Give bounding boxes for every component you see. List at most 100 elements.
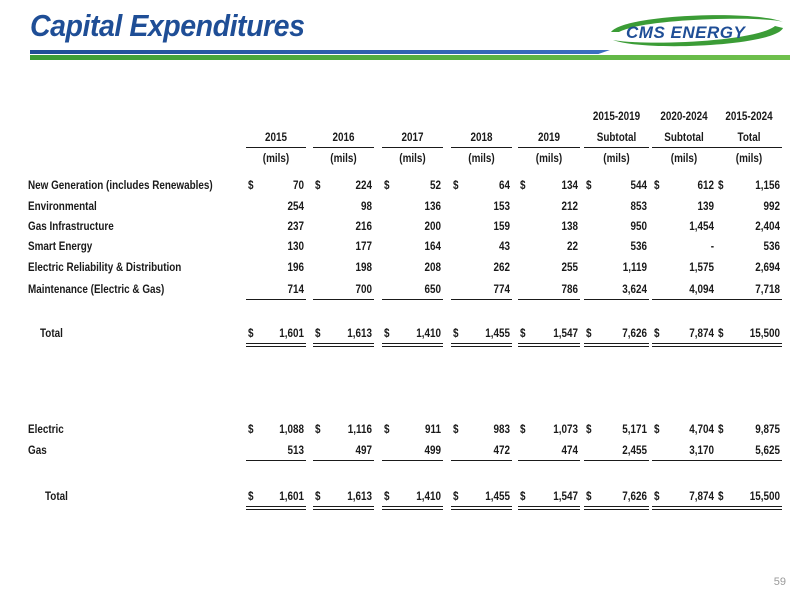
total-double-underline: [382, 506, 443, 510]
subtotal-underline: [451, 460, 512, 461]
currency-symbol: $: [384, 180, 390, 192]
table-cell-value: 714: [287, 284, 304, 296]
total-double-underline: [246, 343, 306, 347]
column-header: 2015: [264, 132, 288, 144]
total-double-underline: [716, 343, 782, 347]
currency-symbol: $: [248, 180, 254, 192]
row-label: Gas: [28, 445, 47, 457]
table-cell-value: 983: [493, 424, 510, 436]
column-header: Subtotal: [664, 132, 704, 144]
total-double-underline: [382, 343, 443, 347]
column-unit: (mils): [399, 153, 426, 165]
table-cell-value: 950: [630, 221, 647, 233]
table-cell-value: -: [710, 241, 714, 253]
table-cell-value: 134: [561, 180, 578, 192]
total-value: 1,601: [279, 328, 304, 340]
total-double-underline: [584, 506, 649, 510]
table-cell-value: 3,170: [689, 445, 714, 457]
total-value: 1,601: [279, 491, 304, 503]
total-double-underline: [313, 506, 374, 510]
total-double-underline: [451, 506, 512, 510]
table-cell-value: 43: [498, 241, 510, 253]
table-cell-value: 139: [697, 201, 714, 213]
row-label: Maintenance (Electric & Gas): [28, 284, 165, 296]
header-underline: [652, 147, 716, 148]
total-value: 1,410: [416, 491, 441, 503]
table-cell-value: 2,404: [755, 221, 780, 233]
currency-symbol: $: [654, 491, 660, 503]
table-cell-value: 536: [763, 241, 780, 253]
currency-symbol: $: [520, 328, 526, 340]
table-cell-value: 254: [287, 201, 304, 213]
table-cell-value: 2,455: [622, 445, 647, 457]
currency-symbol: $: [654, 328, 660, 340]
header-underline: [451, 147, 512, 148]
currency-symbol: $: [718, 328, 724, 340]
currency-symbol: $: [384, 491, 390, 503]
table-cell-value: 177: [355, 241, 372, 253]
table-cell-value: 497: [355, 445, 372, 457]
table-cell-value: 224: [355, 180, 372, 192]
currency-symbol: $: [654, 424, 660, 436]
table-cell-value: 853: [630, 201, 647, 213]
total-value: 15,500: [749, 328, 780, 340]
table-cell-value: 208: [424, 262, 441, 274]
table-cell-value: 164: [424, 241, 441, 253]
table-cell-value: 196: [287, 262, 304, 274]
table-cell-value: 262: [493, 262, 510, 274]
total-double-underline: [652, 506, 716, 510]
total-double-underline: [518, 343, 580, 347]
total-value: 1,613: [347, 328, 372, 340]
subtotal-underline: [451, 299, 512, 300]
currency-symbol: $: [586, 491, 592, 503]
total-value: 1,547: [553, 491, 578, 503]
total-value: 7,626: [622, 491, 647, 503]
table-cell-value: 544: [630, 180, 647, 192]
column-header: 2016: [332, 132, 355, 144]
table-cell-value: 153: [493, 201, 510, 213]
total-value: 7,874: [689, 491, 714, 503]
table-cell-value: 70: [292, 180, 304, 192]
subtotal-underline: [313, 299, 374, 300]
table-cell-value: 52: [429, 180, 441, 192]
currency-symbol: $: [586, 328, 592, 340]
table-cell-value: 4,704: [689, 424, 714, 436]
total-value: 7,626: [622, 328, 647, 340]
table-cell-value: 474: [561, 445, 578, 457]
table-cell-value: 1,156: [755, 180, 780, 192]
subtotal-underline: [382, 460, 443, 461]
row-label: Electric: [28, 424, 64, 436]
table-cell-value: 786: [561, 284, 578, 296]
subtotal-underline: [518, 299, 580, 300]
table-cell-value: 992: [763, 201, 780, 213]
table-cell-value: 98: [360, 201, 372, 213]
total-value: 1,455: [485, 328, 510, 340]
table-cell-value: 237: [287, 221, 304, 233]
total-value: 7,874: [689, 328, 714, 340]
currency-symbol: $: [654, 180, 660, 192]
table-cell-value: 911: [425, 424, 441, 436]
total-value: 1,410: [416, 328, 441, 340]
table-cell-value: 1,116: [347, 424, 372, 436]
total-label: Total: [40, 328, 63, 340]
logo-text: CMS ENERGY: [626, 23, 746, 42]
currency-symbol: $: [384, 328, 390, 340]
table-cell-value: 1,073: [553, 424, 578, 436]
column-unit: (mils): [262, 153, 290, 165]
column-header-range: 2015-2024: [725, 111, 773, 123]
table-cell-value: 64: [498, 180, 510, 192]
logo-swoosh-icon: [611, 15, 783, 47]
total-label: Total: [45, 491, 68, 503]
table-cell-value: 200: [424, 221, 441, 233]
subtotal-underline: [584, 460, 649, 461]
column-header-range: 2020-2024: [660, 111, 708, 123]
subtotal-underline: [518, 460, 580, 461]
total-double-underline: [716, 506, 782, 510]
table-cell-value: 3,624: [622, 284, 647, 296]
total-value: 1,613: [347, 491, 372, 503]
title-underline-green: [30, 55, 790, 60]
table-cell-value: 7,718: [755, 284, 780, 296]
total-double-underline: [652, 343, 716, 347]
header-underline: [246, 147, 306, 148]
